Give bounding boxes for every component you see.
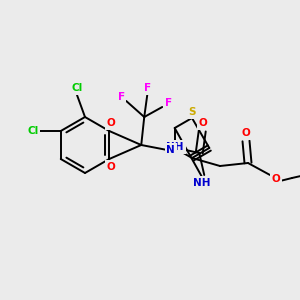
- Text: O: O: [242, 128, 250, 138]
- Text: NH: NH: [167, 142, 184, 152]
- Text: S: S: [188, 107, 196, 117]
- Text: O: O: [199, 118, 208, 128]
- Text: O: O: [107, 162, 116, 172]
- Text: Cl: Cl: [71, 83, 82, 93]
- Text: NH: NH: [194, 178, 211, 188]
- Text: F: F: [118, 92, 125, 102]
- Text: N: N: [166, 145, 175, 155]
- Text: F: F: [165, 98, 172, 108]
- Text: O: O: [107, 118, 116, 128]
- Text: O: O: [272, 174, 280, 184]
- Text: Cl: Cl: [27, 126, 38, 136]
- Text: F: F: [144, 83, 151, 93]
